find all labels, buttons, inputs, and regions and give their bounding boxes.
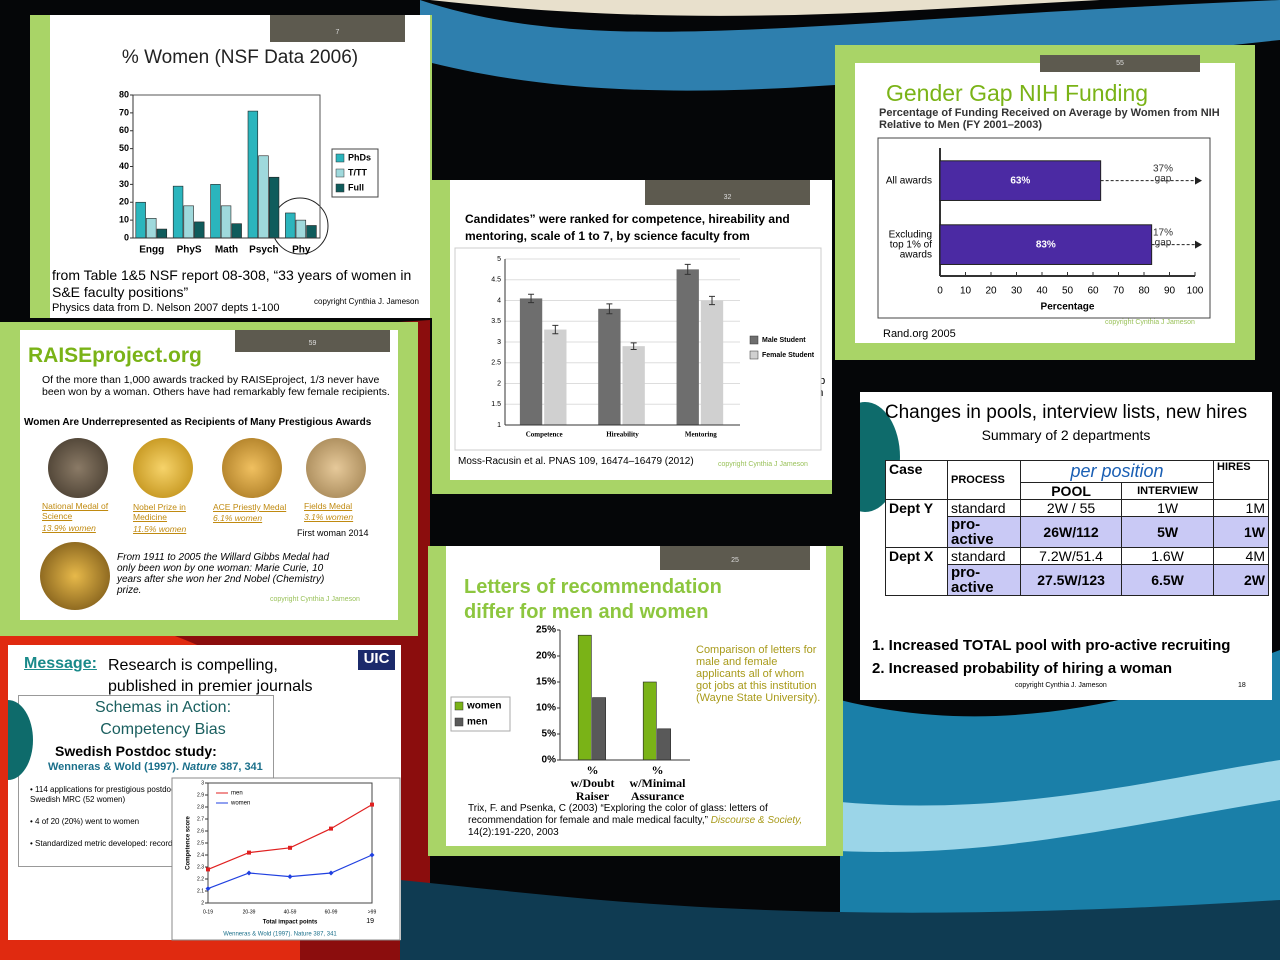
citation: Trix, F. and Psenka, C (2003) “Exploring… xyxy=(468,803,828,839)
award-name: Fields Medal xyxy=(304,501,353,511)
cell: 1M xyxy=(1213,499,1269,517)
award-name: National Medal of Science xyxy=(42,501,109,521)
table: Case PROCESS per position HIRES POOL INT… xyxy=(885,460,1269,596)
slide: 25 Letters of recommendation differ for … xyxy=(428,546,843,856)
bullet: • 114 applications for prestigious postd… xyxy=(30,785,264,804)
cell: pro-active xyxy=(947,516,1021,548)
bullet-text: 4 of 20 (20%) went to women xyxy=(35,817,140,826)
page-number: 59 xyxy=(235,330,390,352)
note: Physics data from D. Nelson 2007 depts 1… xyxy=(52,302,280,314)
award-name: ACE Priestly Medal xyxy=(213,502,287,512)
title: Letters of recommendation differ for men… xyxy=(464,576,722,623)
note: Exact same application for lab manager p… xyxy=(739,363,826,411)
caption: from Table 1&5 NSF report 08-308, “33 ye… xyxy=(52,267,412,300)
medal xyxy=(40,542,110,610)
heading: Women Are Underrepresented as Recipients… xyxy=(24,417,372,428)
cell: 5W xyxy=(1121,516,1215,548)
cell: 4M xyxy=(1213,547,1269,565)
slide: 32 Candidates” were ranked for competenc… xyxy=(432,180,832,494)
label: Message: xyxy=(24,655,97,672)
medal xyxy=(222,438,282,498)
inner-title: Schemas in Action: Competency Bias xyxy=(94,699,232,738)
page-number: 18 xyxy=(1238,682,1246,689)
source: Rand.org 2005 xyxy=(883,328,956,340)
gibbs-text: From 1911 to 2005 the Willard Gibbs Meda… xyxy=(117,552,330,596)
study: Swedish Postdoc study: xyxy=(55,743,217,759)
bullets: • 114 applications for prestigious postd… xyxy=(30,785,270,849)
header: PROCESS xyxy=(947,460,1021,500)
header: Case xyxy=(885,460,948,500)
slide: 59 RAISEproject.org Of the more than 1,0… xyxy=(0,322,418,636)
cell: 6.5W xyxy=(1121,564,1215,596)
medal xyxy=(306,438,366,498)
cell: Dept X xyxy=(885,547,948,596)
cell: standard xyxy=(947,499,1021,517)
note: Comparison of letters for male and femal… xyxy=(696,644,821,704)
header: per position xyxy=(1019,460,1215,483)
cell: 27.5W/123 xyxy=(1019,564,1123,596)
header: POOL xyxy=(1019,482,1123,500)
header: HIRES xyxy=(1213,460,1269,500)
cell: 2W xyxy=(1213,564,1269,596)
title: Changes in pools, interview lists, new h… xyxy=(884,402,1248,423)
cell: pro-active xyxy=(947,564,1021,596)
title: % Women (NSF Data 2006) xyxy=(121,47,359,68)
medal xyxy=(133,438,193,498)
award-share: 13.9% women xyxy=(42,523,96,533)
cell: 2W / 55 xyxy=(1019,499,1123,517)
text: Research is compelling, published in pre… xyxy=(108,657,313,695)
citation-text: 14(2):191-220, 2003 xyxy=(468,827,559,838)
bullet: • 4 of 20 (20%) went to women xyxy=(30,817,140,826)
note: 2. Increased probability of hiring a wom… xyxy=(872,660,1173,677)
header: INTERVIEW xyxy=(1121,482,1215,500)
citation: Moss-Racusin et al. PNAS 109, 16474–1647… xyxy=(458,456,694,467)
title: Gender Gap NIH Funding xyxy=(886,80,1149,106)
cell: 1W xyxy=(1213,516,1269,548)
intro: Of the more than 1,000 awards tracked by… xyxy=(42,374,390,398)
copyright: copyright Cynthia J Jameson xyxy=(1105,319,1195,326)
page-number: 55 xyxy=(1040,55,1200,72)
copyright: copyright Cynthia J. Jameson xyxy=(1015,682,1107,689)
page-number: 25 xyxy=(660,546,810,570)
citation-text: 387, 341 xyxy=(216,761,263,773)
page-number: 7 xyxy=(270,15,405,42)
slide: Changes in pools, interview lists, new h… xyxy=(860,392,1272,700)
copyright: copyright Cynthia J. Jameson xyxy=(314,297,419,306)
citation-text: Wenneras & Wold (1997). xyxy=(48,761,183,773)
citation: Wenneras & Wold (1997). Nature 387, 341 xyxy=(48,761,263,773)
copyright: copyright Cynthia J Jameson xyxy=(270,596,360,603)
award-share: 6.1% women xyxy=(213,513,263,523)
citation-journal: Nature xyxy=(182,761,217,773)
slide: 55 Gender Gap NIH Funding Percentage of … xyxy=(835,45,1255,360)
slide: Message: Research is compelling, publish… xyxy=(8,645,401,940)
award-share: 11.5% women xyxy=(133,524,187,534)
cell: Dept Y xyxy=(885,499,948,548)
medal xyxy=(48,438,108,498)
award-share: 3.1% women xyxy=(304,512,354,522)
note: First woman 2014 xyxy=(297,528,369,538)
cell: standard xyxy=(947,547,1021,565)
slide: 7 % Women (NSF Data 2006) from Table 1&5… xyxy=(30,15,432,318)
citation-text: Trix, F. and Psenka, C (2003) “Exploring… xyxy=(468,803,768,826)
logo: UIC xyxy=(358,650,395,670)
cell: 1.6W xyxy=(1121,547,1215,565)
copyright: copyright Cynthia J Jameson xyxy=(718,461,808,468)
note: 1. Increased TOTAL pool with pro-active … xyxy=(872,637,1231,654)
cell: 26W/112 xyxy=(1019,516,1123,548)
cell: 7.2W/51.4 xyxy=(1019,547,1123,565)
subtitle: Percentage of Funding Received on Averag… xyxy=(879,107,1220,131)
page-number: 32 xyxy=(645,180,810,205)
award-name: Nobel Prize in Medicine xyxy=(133,502,186,522)
bullet-text: Standardized metric developed: record, r… xyxy=(35,839,250,848)
cell: 1W xyxy=(1121,499,1215,517)
citation-journal: Discourse & Society, xyxy=(707,815,803,826)
bullet-text: 114 applications for prestigious postdoc… xyxy=(30,785,264,804)
title: RAISEproject.org xyxy=(28,344,202,367)
text: Candidates” were ranked for competence, … xyxy=(465,212,790,260)
bullet: • Standardized metric developed: record,… xyxy=(30,839,250,848)
subtitle: Summary of 2 departments xyxy=(981,427,1151,443)
